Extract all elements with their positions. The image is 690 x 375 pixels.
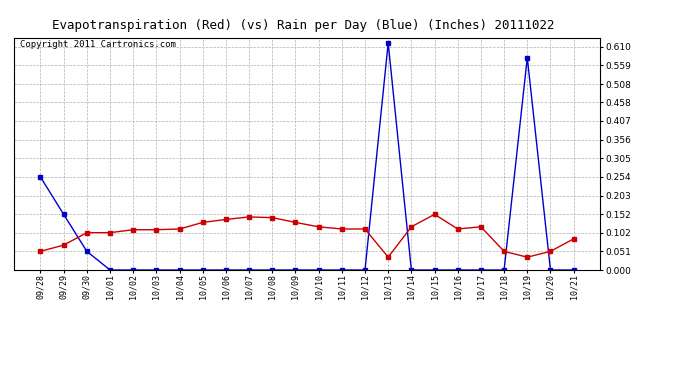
- Text: Copyright 2011 Cartronics.com: Copyright 2011 Cartronics.com: [19, 40, 175, 49]
- Text: Evapotranspiration (Red) (vs) Rain per Day (Blue) (Inches) 20111022: Evapotranspiration (Red) (vs) Rain per D…: [52, 19, 555, 32]
